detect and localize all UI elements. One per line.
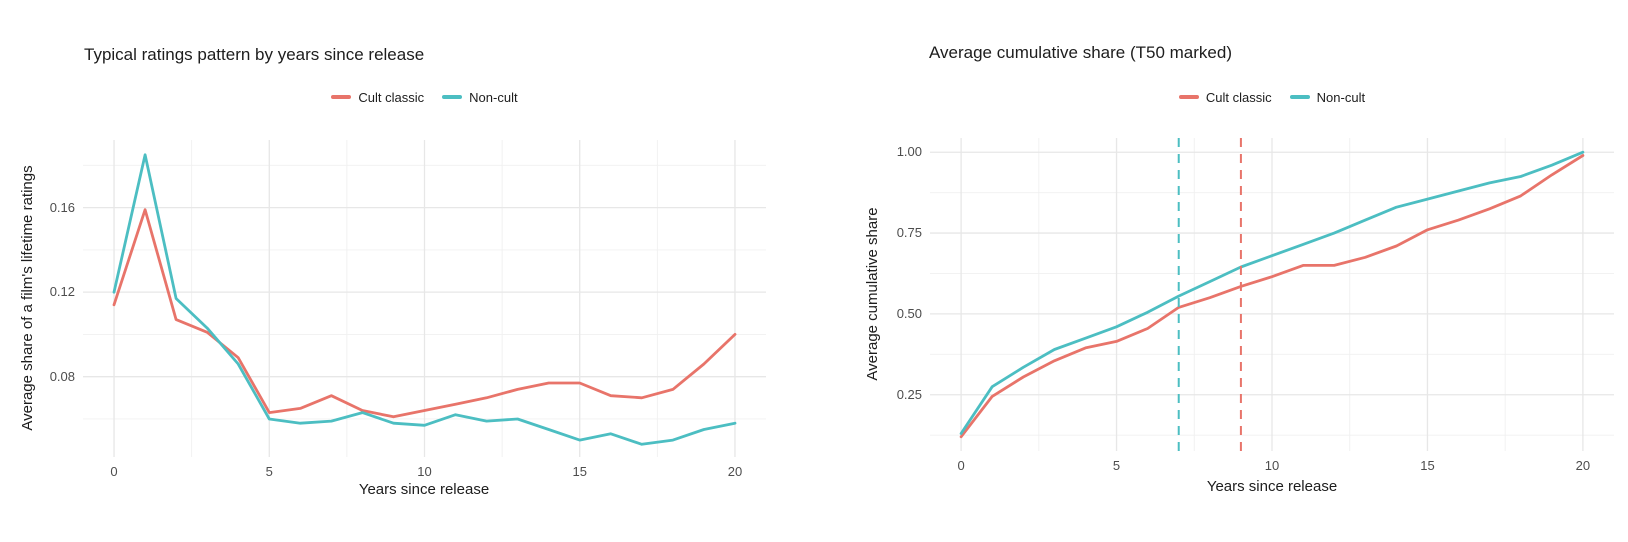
non-cult-line-swatch-icon [1289, 95, 1310, 99]
series-line-cult-classic [959, 154, 1585, 439]
y-axis-tick-label: 0.08 [49, 368, 75, 384]
chart-title: Typical ratings pattern by years since r… [84, 45, 425, 64]
x-axis-tick-label: 10 [1264, 458, 1280, 473]
x-axis-tick-label: 5 [265, 464, 273, 479]
chart-ratings-pattern: Typical ratings pattern by years since r… [19, 45, 766, 498]
plot-panel [83, 140, 766, 457]
major-gridlines [930, 138, 1614, 451]
legend-label: Cult classic [1205, 89, 1272, 105]
legend-label: Non-cult [1316, 89, 1366, 105]
legend-label: Cult classic [358, 89, 425, 105]
legend-item-cult-classic: Cult classic [1178, 89, 1272, 105]
chart-title: Average cumulative share (T50 marked) [929, 43, 1232, 62]
x-axis-tick-label: 20 [1575, 458, 1591, 473]
chart-cumulative-share: Average cumulative share (T50 marked) Cu… [814, 0, 1628, 542]
x-axis-tick-label: 0 [957, 458, 965, 473]
series-line-non-cult [112, 153, 737, 446]
legend-item-cult-classic: Cult classic [331, 90, 424, 105]
major-gridlines [83, 140, 766, 457]
legend: Cult classic Non-cult [83, 88, 766, 106]
legend-label: Non-cult [469, 89, 518, 105]
y-axis-tick-label: 0.50 [896, 305, 922, 321]
x-axis-tick-label: 10 [417, 464, 432, 479]
y-axis-tick-label: 0.12 [49, 284, 75, 300]
x-axis-tick-label: 5 [1112, 458, 1121, 473]
x-axis-tick-label: 20 [727, 464, 743, 479]
legend-item-non-cult: Non-cult [442, 89, 518, 105]
legend-item-non-cult: Non-cult [1289, 89, 1366, 105]
data-series-lines [959, 150, 1585, 439]
x-axis-tick-label: 15 [1420, 458, 1435, 473]
legend: Cult classic Non-cult [930, 88, 1614, 106]
non-cult-line-swatch-icon [442, 95, 463, 99]
y-axis-tick-label: 1.00 [896, 144, 922, 160]
series-line-non-cult [959, 150, 1585, 435]
cult-classic-line-swatch-icon [1178, 95, 1199, 99]
x-axis-title: Years since release [1206, 478, 1338, 495]
x-axis-title: Years since release [358, 481, 490, 498]
x-axis-tick-label: 0 [110, 464, 118, 479]
data-series-lines [112, 153, 737, 446]
cult-classic-line-swatch-icon [331, 95, 352, 99]
x-axis-tick-label: 15 [572, 464, 587, 479]
y-axis-tick-label: 0.75 [896, 225, 922, 241]
y-axis-tick-label: 0.16 [49, 199, 75, 215]
y-axis-tick-label: 0.25 [896, 386, 922, 402]
plot-panel [930, 138, 1614, 451]
